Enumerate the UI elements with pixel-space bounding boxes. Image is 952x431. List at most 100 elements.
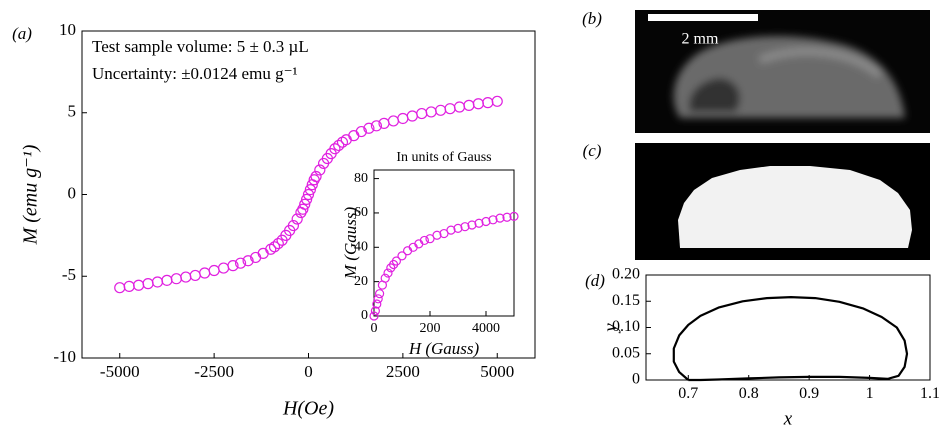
panel-label: (b) bbox=[582, 9, 602, 28]
data-point bbox=[444, 103, 456, 115]
data-point bbox=[425, 106, 437, 118]
y-tick-label: 10 bbox=[59, 20, 76, 39]
data-point bbox=[272, 237, 284, 250]
data-point bbox=[304, 183, 316, 196]
data-point bbox=[363, 122, 375, 134]
annotation: Test sample volume: 5 ± 0.3 µL bbox=[92, 37, 309, 56]
data-point bbox=[355, 125, 367, 138]
y-tick-label: 5 bbox=[68, 102, 77, 121]
data-point bbox=[453, 101, 466, 113]
data-point bbox=[297, 203, 309, 215]
data-point bbox=[329, 143, 341, 155]
data-point bbox=[406, 110, 418, 122]
droplet-image bbox=[673, 36, 905, 118]
data-point bbox=[491, 95, 503, 107]
data-point bbox=[463, 99, 475, 111]
panel-label: (d) bbox=[585, 271, 605, 290]
x-axis-label: H(Oe) bbox=[282, 398, 334, 420]
data-point bbox=[291, 213, 303, 225]
data-point bbox=[114, 282, 126, 294]
data-point bbox=[287, 219, 299, 232]
data-point bbox=[370, 120, 383, 132]
data-point bbox=[151, 276, 164, 288]
data-point bbox=[509, 211, 519, 221]
y-tick-label: 80 bbox=[354, 171, 368, 186]
y-tick-label: -5 bbox=[62, 265, 76, 284]
panel-label: (a) bbox=[12, 24, 32, 43]
x-tick-label: -2500 bbox=[194, 362, 234, 381]
x-tick-label: 0.7 bbox=[678, 385, 698, 402]
data-point bbox=[227, 260, 239, 272]
y-axis-label: M (emu g⁻¹) bbox=[20, 144, 42, 245]
data-point bbox=[481, 216, 491, 227]
y-tick-label: 0.15 bbox=[612, 292, 640, 309]
data-point bbox=[333, 139, 345, 152]
data-point bbox=[301, 193, 313, 206]
data-point bbox=[373, 294, 383, 304]
x-tick-label: 2500 bbox=[386, 362, 420, 381]
data-point bbox=[299, 198, 311, 210]
data-point bbox=[217, 262, 230, 274]
y-tick-label: -10 bbox=[53, 347, 76, 366]
data-point bbox=[242, 255, 254, 267]
data-point bbox=[302, 188, 315, 201]
data-point bbox=[234, 257, 247, 269]
mask-shape bbox=[678, 166, 912, 248]
data-point bbox=[189, 269, 201, 282]
data-point bbox=[208, 264, 220, 277]
annotation: Uncertainty: ±0.0124 emu g⁻¹ bbox=[92, 64, 298, 83]
x-tick-label: 1.1 bbox=[920, 385, 940, 402]
y-axis-label: y bbox=[600, 323, 621, 334]
y-tick-label: 0.05 bbox=[612, 344, 640, 361]
data-point bbox=[375, 289, 385, 299]
scale-bar-label: 2 mm bbox=[682, 31, 719, 48]
data-point bbox=[380, 273, 390, 283]
inset-title: In units of Gauss bbox=[396, 150, 491, 165]
y-axis-label: M (Gauss) bbox=[341, 207, 360, 281]
data-point bbox=[472, 98, 484, 110]
data-point bbox=[257, 247, 269, 259]
outline-curve bbox=[672, 296, 909, 382]
data-point bbox=[180, 271, 192, 283]
y-tick-label: 40 bbox=[354, 240, 368, 255]
data-point bbox=[453, 223, 463, 233]
x-axis-label: x bbox=[783, 408, 793, 429]
plot-area bbox=[645, 274, 931, 381]
y-tick-label: 0.10 bbox=[612, 318, 640, 335]
x-tick-label: 0 bbox=[371, 321, 378, 336]
data-point bbox=[161, 274, 173, 286]
data-point bbox=[397, 112, 409, 125]
x-tick-label: 1 bbox=[866, 385, 874, 402]
data-point bbox=[268, 241, 281, 253]
panel-label: (c) bbox=[583, 141, 602, 160]
x-tick-label: 0 bbox=[304, 362, 313, 381]
x-tick-label: 200 bbox=[420, 321, 441, 336]
x-tick-label: 0.9 bbox=[799, 385, 819, 402]
y-tick-label: 0.20 bbox=[612, 266, 640, 283]
data-point bbox=[446, 225, 456, 235]
data-point bbox=[387, 115, 400, 127]
data-point bbox=[142, 278, 154, 290]
data-point bbox=[474, 218, 484, 228]
y-tick-label: 60 bbox=[354, 205, 368, 220]
y-tick-label: 0 bbox=[361, 308, 368, 323]
data-point bbox=[397, 251, 407, 261]
data-point bbox=[432, 230, 442, 240]
y-tick-label: 0 bbox=[632, 371, 640, 388]
data-point bbox=[170, 273, 182, 285]
y-tick-label: 20 bbox=[354, 274, 368, 289]
data-point bbox=[502, 212, 512, 222]
data-point bbox=[391, 256, 401, 266]
data-point bbox=[460, 222, 470, 232]
scale-bar bbox=[648, 14, 758, 21]
data-point bbox=[383, 268, 393, 278]
data-point bbox=[419, 235, 429, 246]
x-tick-label: 0.8 bbox=[739, 385, 759, 402]
x-axis-label: H (Gauss) bbox=[408, 339, 480, 358]
data-point bbox=[314, 164, 326, 176]
data-point bbox=[369, 311, 379, 321]
data-point bbox=[133, 279, 145, 291]
data-point bbox=[488, 215, 498, 225]
x-tick-label: 5000 bbox=[480, 362, 514, 381]
plot-area bbox=[373, 169, 515, 317]
